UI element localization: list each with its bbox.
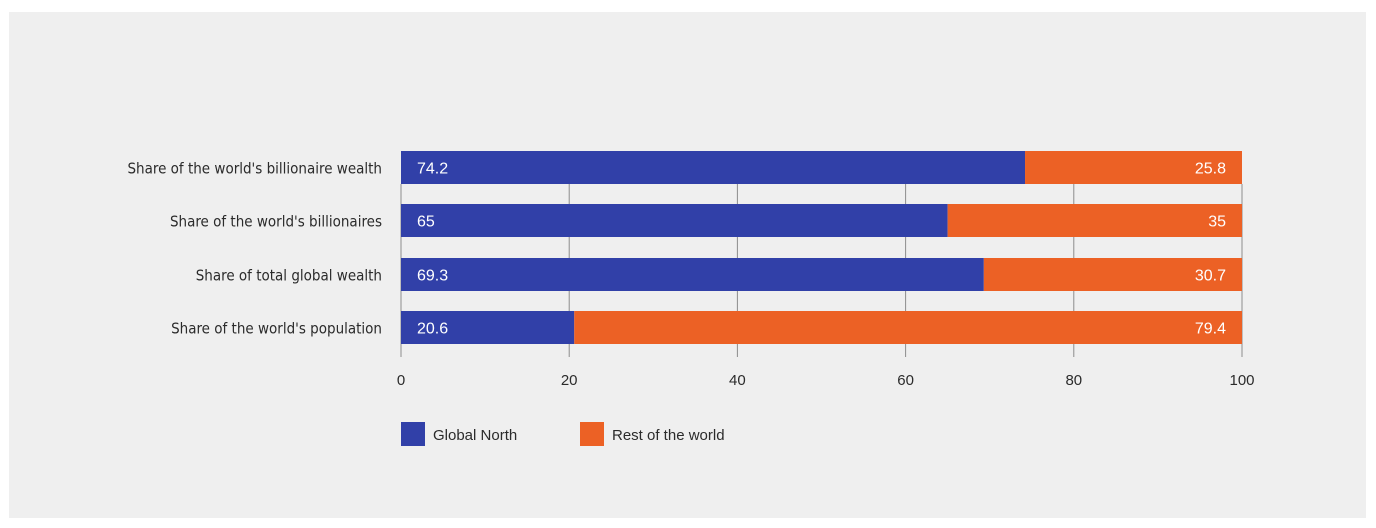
x-tick-label: 20 (561, 372, 578, 389)
x-tick-label: 40 (729, 372, 746, 389)
x-tick-label: 80 (1065, 372, 1082, 389)
x-tick-label: 0 (397, 372, 405, 389)
x-tick-label: 60 (897, 372, 914, 389)
legend: Global North Rest of the world (401, 422, 725, 446)
bar-global-north (401, 258, 984, 291)
bar-value-label: 65 (417, 214, 435, 231)
bars: 74.2 25.8 65 35 69.3 30.7 20.6 79.4 (401, 151, 1242, 344)
bar-value-label: 35 (1208, 214, 1226, 231)
bar-rest-of-world (983, 258, 1242, 291)
bar-value-label: 69.3 (417, 268, 448, 285)
category-labels: Share of the world's billionaire wealth S… (127, 160, 382, 338)
x-tick-label: 100 (1229, 372, 1254, 389)
legend-swatch (580, 422, 604, 446)
legend-label: Global North (433, 427, 517, 444)
bar-rest-of-world (947, 204, 1242, 237)
category-label: Share of the world's billionaire wealth (127, 160, 382, 178)
bar-rest-of-world (1025, 151, 1242, 184)
category-label: Share of the world's billionaires (170, 213, 382, 231)
bar-value-label: 74.2 (417, 161, 448, 178)
legend-label: Rest of the world (612, 427, 725, 444)
category-label: Share of total global wealth (196, 267, 382, 285)
chart-panel: 74.2 25.8 65 35 69.3 30.7 20.6 79.4 Share of th… (9, 12, 1366, 518)
bar-value-label: 30.7 (1195, 268, 1226, 285)
bar-rest-of-world (574, 311, 1242, 344)
bar-global-north (401, 311, 575, 344)
bar-value-label: 20.6 (417, 321, 448, 338)
category-label: Share of the world's population (171, 320, 382, 338)
bar-global-north (401, 151, 1026, 184)
bar-global-north (401, 204, 948, 237)
bar-value-label: 79.4 (1195, 321, 1226, 338)
x-axis-ticks: 0 20 40 60 80 100 (397, 372, 1255, 389)
bar-value-label: 25.8 (1195, 161, 1226, 178)
legend-swatch (401, 422, 425, 446)
